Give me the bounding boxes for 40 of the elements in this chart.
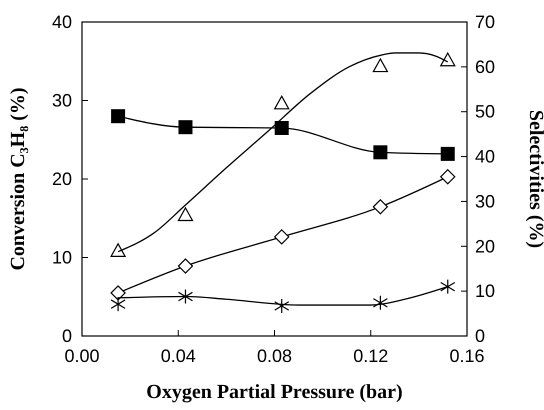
point — [372, 58, 388, 72]
x-axis-title: Oxygen Partial Pressure (bar) — [146, 381, 403, 403]
x-tick-label: 0.16 — [449, 346, 485, 366]
y2-tick-label: 0 — [475, 326, 486, 346]
point — [274, 96, 290, 110]
point — [372, 295, 388, 310]
y2-tick-label: 20 — [475, 236, 496, 256]
y2-axis-title: Selectivities (%) — [525, 110, 544, 248]
point — [110, 285, 126, 301]
point — [440, 52, 456, 66]
point — [178, 207, 194, 222]
point — [274, 120, 289, 135]
y-axis-title: Conversion C₃H₈ (%) — [7, 87, 29, 271]
y2-tick-label: 10 — [475, 281, 496, 302]
point — [274, 298, 290, 314]
x-tick-label: 0.12 — [353, 346, 388, 366]
point — [178, 288, 194, 304]
y2-tick-label: 70 — [475, 12, 496, 32]
y-tick-label: 10 — [52, 248, 72, 268]
point — [178, 120, 192, 134]
x-tick-label: 0.08 — [256, 346, 292, 366]
y-tick-label: 30 — [52, 90, 72, 110]
y-tick-label: 0 — [62, 326, 72, 346]
y2-tick-label: 60 — [475, 56, 496, 77]
point — [440, 169, 456, 184]
point — [274, 229, 290, 244]
y2-tick-label: 30 — [475, 191, 496, 212]
y2-tick-label: 40 — [475, 146, 496, 167]
point — [178, 258, 194, 274]
point — [373, 145, 388, 160]
point — [110, 243, 126, 257]
x-tick-label: 0.00 — [64, 346, 100, 366]
point — [372, 199, 388, 214]
y-tick-label: 40 — [52, 12, 72, 32]
point — [111, 109, 126, 124]
point — [440, 146, 455, 161]
y-tick-label: 20 — [52, 169, 72, 189]
y2-tick-label: 50 — [475, 102, 496, 122]
point — [440, 279, 456, 294]
x-tick-label: 0.04 — [160, 346, 196, 366]
